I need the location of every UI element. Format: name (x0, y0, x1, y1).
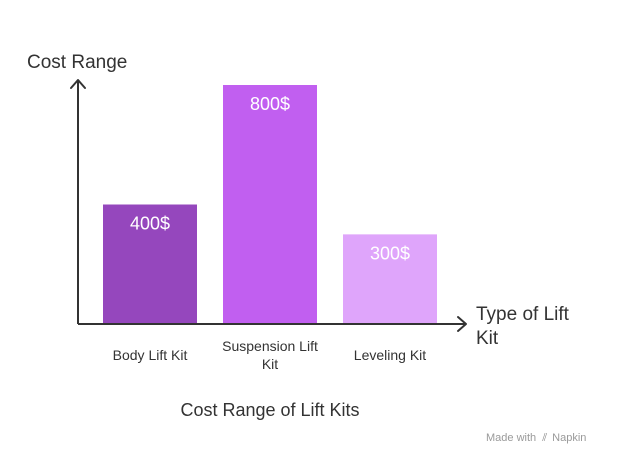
y-axis-label: Cost Range (27, 52, 127, 73)
bar-value-label-1: 800$ (250, 94, 290, 114)
napkin-watermark: Made with ⫽ Napkin (486, 432, 586, 445)
category-label-1-line-1: Kit (262, 356, 278, 372)
bar-value-label-0: 400$ (130, 214, 170, 234)
x-axis-label: Type of Lift Kit (476, 304, 574, 349)
chart-title: Cost Range of Lift Kits (180, 400, 359, 420)
category-label-1: Suspension Lift Kit (222, 338, 318, 372)
watermark-brand: Napkin (552, 432, 587, 444)
watermark-prefix: Made with (486, 432, 537, 444)
category-label-2: Leveling Kit (354, 347, 426, 363)
bar-0 (103, 204, 197, 324)
bar-1 (223, 85, 317, 324)
y-axis-arrowhead (70, 79, 86, 89)
x-axis-label-line-2: Kit (476, 328, 499, 349)
x-axis-arrowhead (457, 316, 467, 332)
category-label-0-line-0: Body Lift Kit (113, 347, 188, 363)
category-label-0: Body Lift Kit (113, 347, 188, 363)
bar-value-label-2: 300$ (370, 243, 410, 263)
napkin-logo-icon: ⫽ (542, 432, 548, 444)
category-label-2-line-0: Leveling Kit (354, 347, 426, 363)
value-labels-layer: 400$ 800$ 300$ (130, 94, 410, 263)
bars-layer (103, 85, 437, 324)
category-label-1-line-0: Suspension Lift (222, 338, 318, 354)
bar-2 (343, 234, 437, 324)
x-axis-label-line-1: Type of Lift (476, 304, 570, 325)
category-labels-layer: Body Lift Kit Suspension Lift Kit Leveling … (113, 338, 427, 372)
